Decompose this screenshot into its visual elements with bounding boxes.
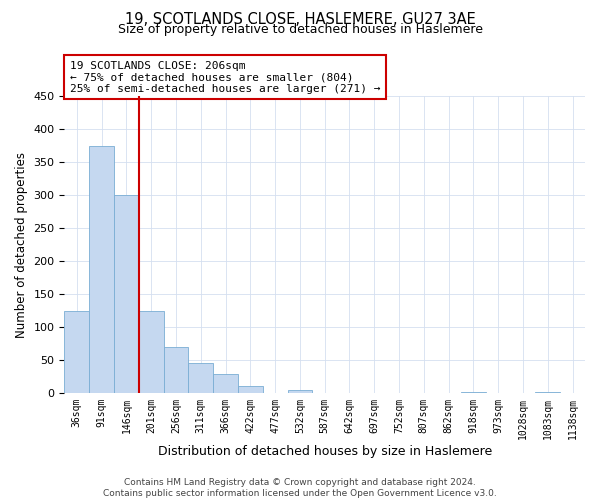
Text: Size of property relative to detached houses in Haslemere: Size of property relative to detached ho… xyxy=(118,22,482,36)
Text: Contains HM Land Registry data © Crown copyright and database right 2024.
Contai: Contains HM Land Registry data © Crown c… xyxy=(103,478,497,498)
Bar xyxy=(188,364,213,393)
Bar xyxy=(64,310,89,393)
Text: 19, SCOTLANDS CLOSE, HASLEMERE, GU27 3AE: 19, SCOTLANDS CLOSE, HASLEMERE, GU27 3AE xyxy=(125,12,475,28)
Bar xyxy=(89,146,114,393)
Y-axis label: Number of detached properties: Number of detached properties xyxy=(15,152,28,338)
Bar xyxy=(535,392,560,393)
Bar xyxy=(114,195,139,393)
Bar xyxy=(164,347,188,393)
Bar xyxy=(238,386,263,393)
Bar xyxy=(213,374,238,393)
Bar xyxy=(287,390,313,393)
X-axis label: Distribution of detached houses by size in Haslemere: Distribution of detached houses by size … xyxy=(158,444,492,458)
Bar xyxy=(139,310,164,393)
Text: 19 SCOTLANDS CLOSE: 206sqm
← 75% of detached houses are smaller (804)
25% of sem: 19 SCOTLANDS CLOSE: 206sqm ← 75% of deta… xyxy=(70,60,380,94)
Bar xyxy=(461,392,486,393)
